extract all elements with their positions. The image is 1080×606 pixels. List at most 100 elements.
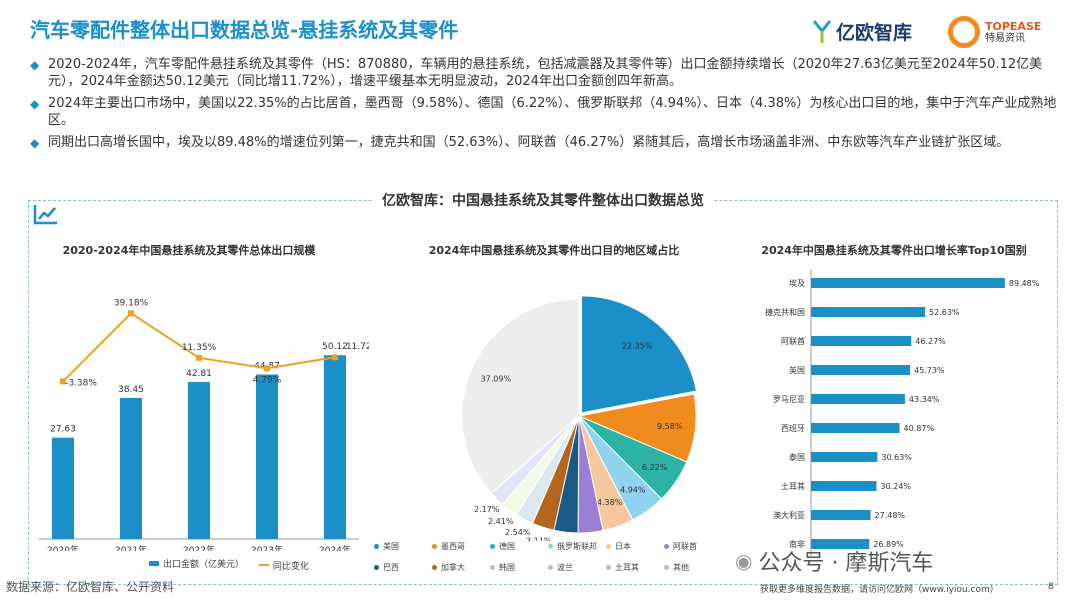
pie-value-label: 22.35% [622, 342, 653, 351]
bar [811, 481, 877, 491]
legend-dot [432, 565, 437, 570]
legend-label: 德国 [499, 542, 515, 551]
topease-logo-icon [948, 16, 980, 48]
legend-dot [548, 544, 553, 549]
legend-dot [490, 544, 495, 549]
yoy-value-label: -3.38% [65, 378, 97, 388]
legend-label: 韩国 [499, 563, 515, 572]
yoy-value-label: 4.79% [253, 375, 282, 385]
yoy-point [264, 365, 270, 372]
pie-legend-item: 韩国 [490, 562, 548, 573]
pie-slice [461, 298, 580, 495]
bar [811, 423, 900, 433]
bar [811, 510, 871, 520]
chart2-svg: 22.35%9.58%6.22%4.94%4.38%3.48%3.36%3.11… [461, 295, 698, 541]
bullet-text: 同期出口高增长国中，埃及以89.48%的增速位列第一，捷克共和国（52.63%）… [48, 135, 1010, 150]
source-note: 数据来源：亿欧智库、公开资料 [6, 580, 175, 594]
bar-value-label: 30.24% [881, 482, 912, 491]
legend-dot [548, 565, 553, 570]
chart-panel: 亿欧智库：中国悬挂系统及其零件整体出口数据总览 2020-2024年中国悬挂系统… [28, 193, 1058, 585]
bar [811, 336, 912, 346]
chart2-title: 2024年中国悬挂系统及其零件出口目的地区域占比 [428, 244, 680, 257]
iyiou-logo-icon [812, 19, 832, 43]
legend-label: 墨西哥 [441, 542, 465, 551]
pie-legend-item: 日本 [606, 541, 664, 552]
pie-legend-item: 其他 [664, 562, 722, 573]
legend-label: 波兰 [557, 563, 573, 572]
bar [811, 394, 905, 404]
x-tick-label: 2021年 [115, 544, 147, 551]
y-tick-label: 南非 [789, 539, 805, 549]
y-tick-label: 英国 [789, 365, 805, 375]
y-tick-label: 泰国 [789, 452, 805, 462]
legend-item-yoy: 同比变化 [258, 559, 309, 572]
x-tick-label: 2022年 [183, 544, 215, 551]
wechat-icon: ◉ [735, 549, 753, 573]
chart1-title: 2020-2024年中国悬挂系统及其零件总体出口规模 [62, 244, 316, 257]
bar [256, 374, 278, 539]
bar [52, 437, 74, 539]
diamond-icon: ◆ [30, 58, 40, 72]
x-tick-label: 2023年 [251, 544, 283, 551]
legend-dot [664, 544, 669, 549]
bar [811, 365, 911, 375]
diamond-icon: ◆ [30, 136, 40, 150]
bar [188, 382, 210, 539]
bullet-item: ◆ 2024年主要出口市场中，美国以22.35%的占比居首，墨西哥（9.58%）、… [28, 95, 1058, 129]
bar-value-label: 26.89% [873, 540, 904, 549]
legend-dot [490, 565, 495, 570]
wechat-watermark: ◉ 公众号 · 摩斯汽车 [735, 549, 934, 576]
bar-value-label: 27.48% [875, 511, 906, 520]
pie-value-label: 9.58% [657, 422, 683, 431]
bar-value-label: 30.63% [881, 453, 912, 462]
bar-value-label: 27.63 [50, 425, 76, 435]
y-tick-label: 土耳其 [781, 481, 805, 491]
chart3-title: 2024年中国悬挂系统及其零件出口增长率Top10国别 [761, 244, 1027, 257]
pie-value-label: 4.38% [597, 498, 623, 507]
yoy-point [332, 354, 338, 361]
pie-value-label: 2.54% [505, 528, 531, 537]
chart2-legend: 美国 墨西哥 德国 俄罗斯联邦 日本 阿联酋 巴西 加拿大 韩国 波兰 土耳其 其他 [374, 541, 734, 583]
bullet-item: ◆ 同期出口高增长国中，埃及以89.48%的增速位列第一，捷克共和国（52.63%… [28, 134, 1058, 151]
diamond-icon: ◆ [30, 97, 40, 111]
pie-legend-item: 德国 [490, 541, 548, 552]
pie-value-label: 6.22% [642, 463, 668, 472]
legend-dot [374, 565, 379, 570]
pie-legend-item: 阿联酋 [664, 541, 722, 552]
pie-legend-item: 巴西 [374, 562, 432, 573]
x-tick-label: 2024年 [319, 544, 351, 551]
more-info-note: 获取更多维度报告数据，请访问亿欧网（www.iyiou.com） [760, 585, 999, 595]
bar-value-label: 40.87% [904, 424, 935, 433]
page-number: 8 [1048, 582, 1054, 592]
bar [811, 539, 870, 549]
bar-chart-icon [33, 205, 57, 225]
y-tick-label: 罗马尼亚 [773, 395, 805, 404]
y-tick-label: 埃及 [789, 278, 805, 288]
topease-logo: TOPEASE 特易资讯 [948, 16, 1041, 48]
bar [811, 278, 1005, 288]
legend-dot [664, 565, 669, 570]
iyiou-logo-text: 亿欧智库 [836, 22, 913, 44]
pie-legend-item: 俄罗斯联邦 [548, 541, 606, 552]
bar-value-label: 46.27% [915, 337, 946, 346]
legend-label: 俄罗斯联邦 [557, 542, 597, 551]
bar [811, 307, 926, 317]
bullet-text: 2020-2024年，汽车零配件悬挂系统及其零件（HS：870880，车辆用的悬… [48, 57, 1043, 89]
legend-dot [374, 544, 379, 549]
legend-label: 巴西 [383, 563, 399, 572]
legend-label: 美国 [383, 542, 399, 551]
y-tick-label: 捷克共和国 [765, 307, 805, 317]
legend-label: 土耳其 [615, 563, 639, 572]
pie-value-label: 2.41% [488, 517, 514, 526]
topease-logo-en: TOPEASE [985, 19, 1042, 33]
yoy-point [196, 354, 202, 361]
pie-value-label: 3.11% [526, 537, 552, 541]
bar-value-label: 50.12 [322, 342, 348, 352]
yoy-point [128, 310, 134, 317]
bar-value-label: 45.73% [914, 366, 945, 375]
iyiou-logo: 亿欧智库 [812, 18, 912, 45]
pie-slice [581, 295, 698, 414]
pie-legend-item: 土耳其 [606, 562, 664, 573]
pie-value-label: 4.94% [620, 486, 646, 495]
panel-title: 亿欧智库：中国悬挂系统及其零件整体出口数据总览 [29, 190, 1057, 210]
